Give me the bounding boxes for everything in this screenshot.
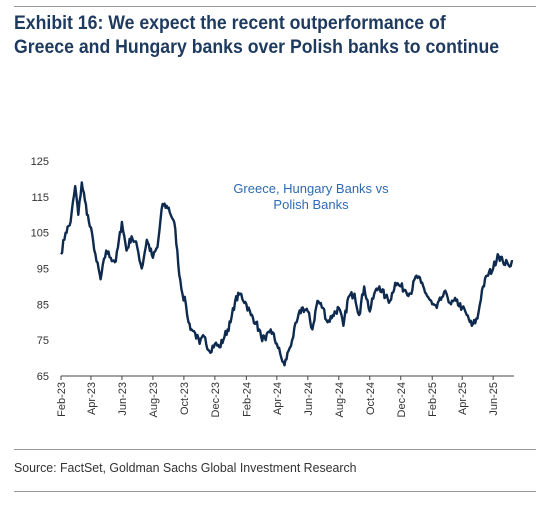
series-annotation-line: Polish Banks [273,197,349,212]
chart-axes: 65 75 85 95 105 115 125 Feb-23 Apr-23 Jun-23 Aug-2… [31,156,514,417]
x-tick-label: Apr-23 [86,382,98,415]
bottom-rule [14,491,536,492]
y-tick-label: 115 [31,192,49,204]
source-note: Source: FactSet, Goldman Sachs Global In… [14,460,357,475]
y-tick-label: 95 [37,264,49,276]
top-rule [14,6,536,7]
y-tick-label: 105 [31,228,49,240]
y-tick-label: 85 [37,299,49,311]
x-tick-label: Feb-24 [241,382,253,417]
x-tick-label: Aug-24 [334,382,346,417]
x-tick-label: Jun-23 [117,382,129,416]
series-line [60,181,514,367]
exhibit-title: Exhibit 16: We expect the recent outperf… [14,13,500,58]
line-chart: 65 75 85 95 105 115 125 Feb-23 Apr-23 Jun-23 Aug-2… [31,156,514,417]
x-tick-label: Feb-25 [427,382,439,417]
x-tick-label: Dec-23 [210,382,222,417]
y-tick-label: 75 [37,335,49,347]
source-divider [14,449,536,450]
x-tick-label: Feb-23 [56,382,68,417]
x-tick-label: Apr-25 [457,382,469,415]
y-tick-label: 65 [37,371,49,383]
x-tick-label: Apr-24 [272,382,284,415]
x-tick-label: Dec-24 [396,382,408,417]
x-tick-label: Aug-23 [148,382,160,417]
x-tick-label: Oct-23 [179,382,191,415]
series-annotation-line: Greece, Hungary Banks vs [233,181,389,196]
x-tick-label: Jun-25 [488,382,500,416]
y-tick-label: 125 [31,156,49,168]
x-tick-label: Jun-24 [303,382,315,416]
x-tick-label: Oct-24 [365,382,377,415]
